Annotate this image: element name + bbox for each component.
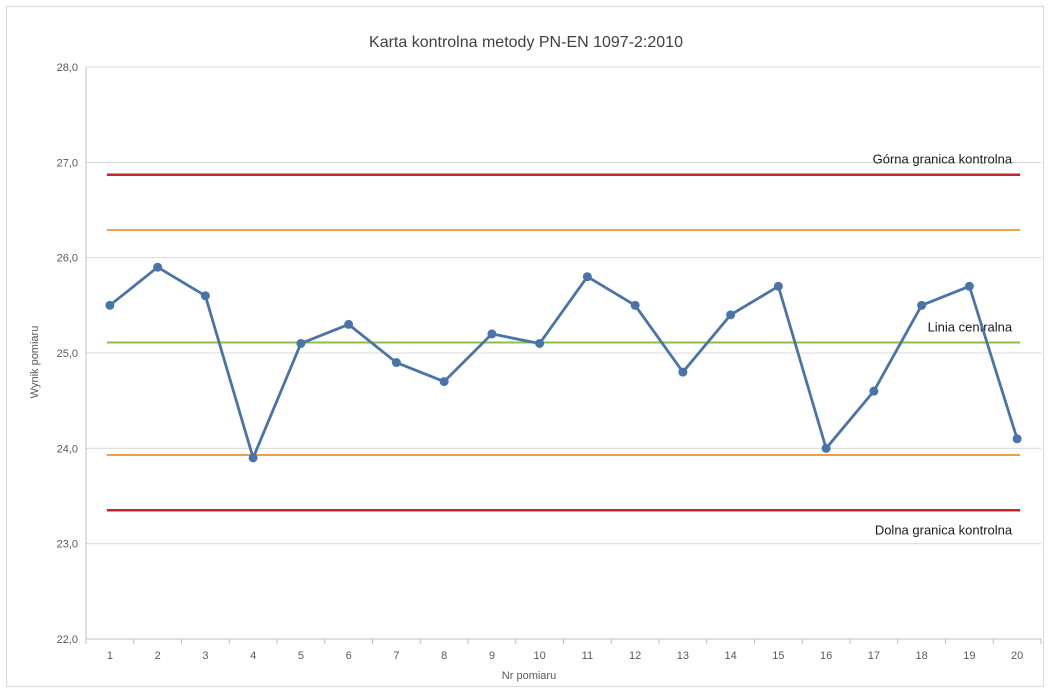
data-point — [773, 281, 783, 291]
series-layer — [105, 262, 1022, 463]
data-point — [296, 338, 306, 348]
data-point — [869, 386, 879, 396]
y-axis-label: Wynik pomiaru — [29, 326, 41, 399]
x-tick-label: 2 — [155, 650, 161, 662]
data-point — [153, 262, 163, 272]
x-tick-label: 12 — [629, 650, 641, 662]
chart-frame: Górna granica kontrolna Linia centralna Do… — [6, 6, 1044, 687]
x-tick-label: 19 — [963, 650, 975, 662]
y-tick-label: 24,0 — [57, 443, 78, 455]
data-point — [964, 281, 974, 291]
chart-title: Karta kontrolna metody PN-EN 1097-2:2010 — [369, 34, 683, 51]
data-point — [726, 310, 736, 320]
data-point — [678, 367, 688, 377]
x-tick-label: 10 — [534, 650, 546, 662]
data-point — [200, 291, 210, 301]
reference-lines-layer: Górna granica kontrolna Linia centralna Do… — [106, 152, 1021, 537]
control-chart: Górna granica kontrolna Linia centralna Do… — [29, 34, 1042, 682]
x-tick-label: 3 — [202, 650, 208, 662]
x-tick-label: 17 — [868, 650, 880, 662]
data-point — [248, 453, 258, 463]
x-tick-label: 18 — [916, 650, 928, 662]
axis-layer: 22,023,024,025,026,027,028,01 2 3 4 5 6 7 8 9 10 1… — [57, 62, 1042, 662]
x-tick-label: 11 — [582, 650, 593, 662]
x-tick-label: 20 — [1011, 650, 1023, 662]
x-tick-label: 6 — [346, 650, 352, 662]
grid-layer — [86, 66, 1041, 545]
x-tick-label: 4 — [250, 650, 256, 662]
x-tick-label: 14 — [725, 650, 737, 662]
data-point — [391, 358, 401, 368]
series-line — [109, 265, 1019, 460]
x-tick-label: 15 — [772, 650, 784, 662]
data-point — [105, 300, 115, 310]
x-tick-label: 5 — [298, 650, 304, 662]
data-point — [582, 272, 592, 282]
data-point — [1012, 434, 1022, 444]
data-point — [439, 377, 449, 387]
data-point — [344, 319, 354, 329]
x-tick-label: 9 — [489, 650, 495, 662]
y-tick-label: 28,0 — [57, 62, 78, 74]
data-point — [535, 338, 545, 348]
reference-line-label: Linia centralna — [928, 320, 1013, 335]
x-tick-label: 1 — [107, 650, 113, 662]
y-tick-label: 25,0 — [57, 348, 78, 360]
x-tick-label: 16 — [820, 650, 832, 662]
x-axis-label: Nr pomiaru — [502, 670, 556, 682]
x-tick-label: 13 — [677, 650, 689, 662]
y-tick-label: 23,0 — [57, 539, 78, 551]
data-point — [821, 443, 831, 453]
x-tick-label: 7 — [393, 650, 399, 662]
reference-line-label: Dolna granica kontrolna — [875, 522, 1013, 537]
reference-line-label: Górna granica kontrolna — [873, 152, 1013, 167]
data-point — [917, 300, 927, 310]
data-point — [487, 329, 497, 339]
data-point — [630, 300, 640, 310]
y-tick-label: 22,0 — [57, 634, 78, 646]
y-tick-label: 26,0 — [57, 253, 78, 265]
y-tick-label: 27,0 — [57, 157, 78, 169]
x-tick-label: 8 — [441, 650, 447, 662]
